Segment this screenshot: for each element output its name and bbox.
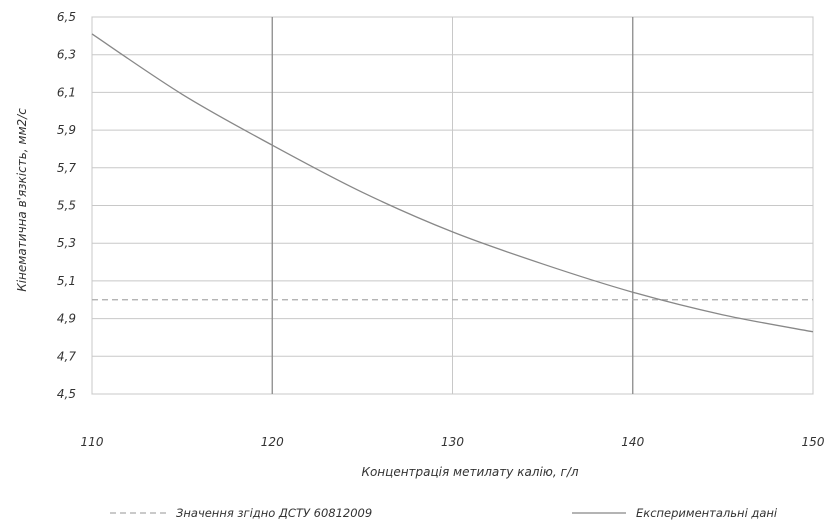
y-tick-label: 6,5	[57, 10, 76, 24]
legend-label-standard: Значення згідно ДСТУ 60812009	[176, 506, 372, 520]
grid	[91, 16, 814, 395]
y-tick-label: 5,5	[57, 199, 76, 213]
legend: Значення згідно ДСТУ 60812009 Експеримен…	[110, 506, 778, 520]
y-tick-label: 5,1	[57, 274, 76, 288]
y-tick-label: 5,7	[57, 161, 76, 175]
y-tick-label: 5,9	[57, 123, 76, 137]
x-axis-title: Концентрація метилату калію, г/л	[361, 465, 578, 479]
y-axis-ticks: 6,5 6,3 6,1 5,9 5,7 5,5 5,3 5,1 4,9 4,7 4,5	[57, 10, 76, 401]
x-tick-label: 130	[441, 435, 464, 449]
plot-series	[91, 33, 814, 333]
x-tick-label: 110	[81, 435, 104, 449]
y-tick-label: 6,3	[57, 48, 76, 62]
y-tick-label: 5,3	[57, 236, 76, 250]
y-tick-label: 4,9	[57, 312, 76, 326]
y-tick-label: 6,1	[57, 85, 76, 99]
x-tick-label: 140	[621, 435, 644, 449]
y-tick-label: 4,7	[57, 349, 76, 363]
series-experimental-line	[91, 33, 814, 333]
x-tick-label: 150	[802, 435, 825, 449]
y-tick-label: 4,5	[57, 387, 76, 401]
x-tick-label: 120	[261, 435, 284, 449]
x-axis-ticks: 110 120 130 140 150	[81, 435, 825, 449]
legend-label-experimental: Експериментальні дані	[636, 506, 778, 520]
y-axis-title: Кінематична в'язкість, мм2/с	[15, 108, 29, 292]
